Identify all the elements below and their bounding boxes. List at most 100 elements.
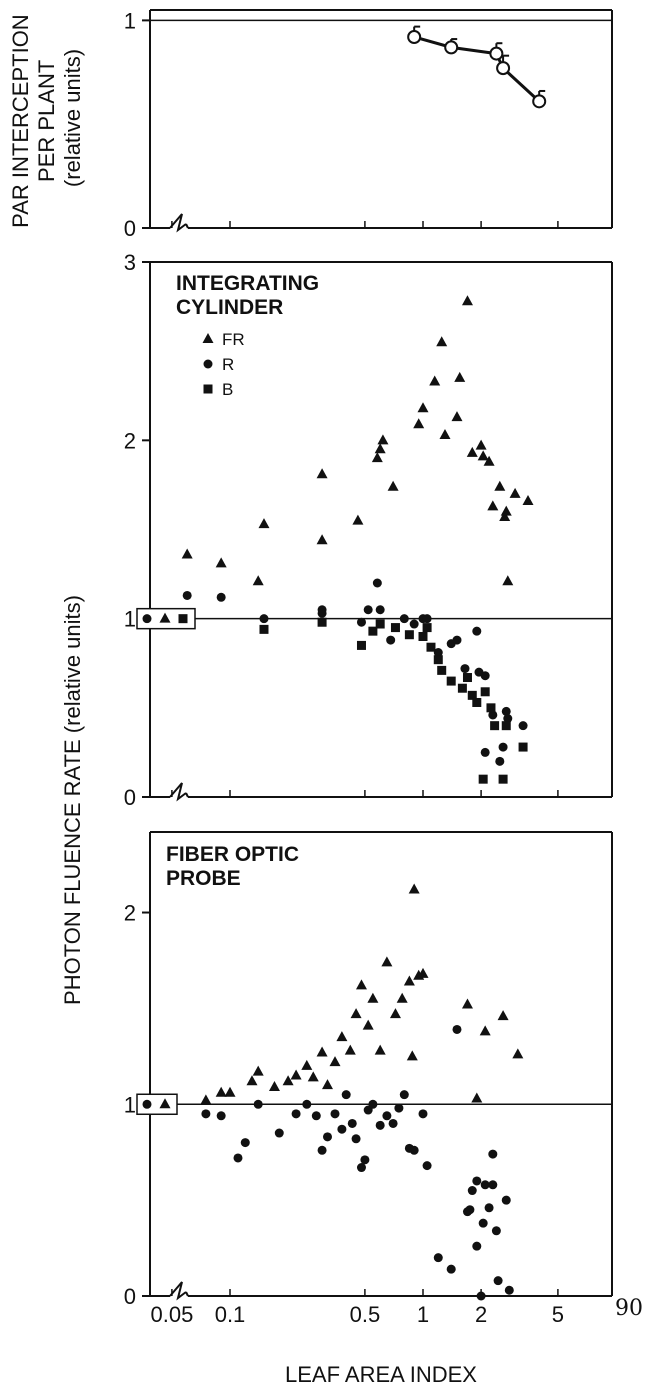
middle-point-fr [371, 452, 383, 463]
middle-point-r [182, 590, 192, 600]
bottom-point-r [375, 1120, 385, 1130]
middle-point-fr [483, 455, 495, 466]
bottom-point-r [201, 1109, 211, 1119]
bottom-point-fr [246, 1075, 258, 1086]
middle-point-r [317, 608, 327, 618]
middle-point-fr [509, 487, 521, 498]
bottom-point-r [433, 1253, 443, 1263]
bottom-point-fr [461, 998, 473, 1009]
bottom-point-r [311, 1111, 321, 1121]
bottom-point-fr [367, 992, 379, 1003]
bottom-point-r [233, 1153, 243, 1163]
bottom-point-fr [374, 1044, 386, 1055]
y-axis-title-top-line-3: (relative units) [60, 49, 85, 187]
bottom-point-r [484, 1203, 494, 1213]
middle-point-fr [466, 446, 478, 457]
legend-marker-b [203, 384, 213, 394]
middle-axis-break [169, 782, 187, 802]
legend-marker-fr [202, 333, 214, 343]
middle-y-tick-label: 1 [124, 607, 136, 632]
bottom-point-r [360, 1155, 370, 1165]
middle-point-fr [316, 468, 328, 479]
panel-top: 01 [124, 8, 613, 241]
title-bottom-line: FIBER OPTIC [166, 843, 299, 866]
bottom-point-fr [268, 1081, 280, 1092]
middle-point-r [216, 592, 226, 602]
middle-point-fr [387, 480, 399, 491]
bottom-point-r [317, 1145, 327, 1155]
bottom-point-r [240, 1138, 250, 1148]
middle-point-fr [500, 505, 512, 516]
bottom-point-fr [389, 1008, 401, 1019]
top-series-line [413, 35, 541, 103]
bottom-point-r [465, 1205, 475, 1215]
middle-point-r [433, 648, 443, 658]
middle-point-r [498, 742, 508, 752]
middle-point-r [503, 714, 513, 724]
middle-axis-break-join [185, 792, 189, 798]
bottom-point-r [446, 1264, 456, 1274]
middle-point-r [488, 710, 498, 720]
bottom-point-fr [224, 1086, 236, 1097]
bottom-point-fr [512, 1048, 524, 1059]
middle-point-b [437, 665, 447, 675]
bottom-point-fr [316, 1046, 328, 1057]
bottom-point-fr [350, 1008, 362, 1019]
middle-point-fr [494, 480, 506, 491]
title-middle-line: CYLINDER [176, 296, 283, 319]
middle-y-tick-label: 3 [124, 250, 136, 275]
bottom-point-r [216, 1111, 226, 1121]
legend-label-b: B [222, 380, 233, 399]
top-y-tick-label: 0 [124, 216, 136, 241]
middle-point-r [422, 614, 432, 624]
x-axis-title: LEAF AREA INDEX [285, 1362, 477, 1387]
middle-point-b [404, 630, 414, 640]
bottom-point-r [341, 1090, 351, 1100]
middle-point-fr [316, 534, 328, 545]
bottom-point-r [476, 1291, 486, 1301]
y-axis-title-top: PAR INTERCEPTION PER PLANT (relative uni… [8, 8, 85, 228]
x-tick-label: 0.5 [350, 1302, 381, 1327]
bottom-point-fr [215, 1086, 227, 1097]
bottom-point-r [504, 1285, 514, 1295]
bottom-point-fr [336, 1031, 348, 1042]
bottom-point-r [467, 1186, 477, 1196]
title-bottom-line: PROBE [166, 867, 241, 890]
top-data-point [407, 29, 422, 44]
middle-point-fr [429, 375, 441, 386]
middle-point-b [478, 774, 488, 784]
bottom-point-r [394, 1103, 404, 1113]
middle-point-fr [439, 428, 451, 439]
bottom-point-r [322, 1132, 332, 1142]
bottom-control-point-r [142, 1099, 152, 1109]
panel-title-bottom: FIBER OPTIC PROBE [166, 843, 299, 890]
bottom-point-r [382, 1111, 392, 1121]
middle-point-r [409, 619, 419, 629]
bottom-point-fr [355, 979, 367, 990]
middle-point-fr [417, 402, 429, 413]
top-data-point [489, 46, 504, 61]
middle-point-fr [454, 371, 466, 382]
bottom-point-fr [406, 1050, 418, 1061]
bottom-point-r [493, 1276, 503, 1286]
bottom-point-r [491, 1226, 501, 1236]
bottom-point-r [452, 1024, 462, 1034]
middle-point-fr [377, 434, 389, 445]
bottom-point-r [478, 1218, 488, 1228]
middle-point-b [259, 624, 269, 634]
middle-point-r [356, 617, 366, 627]
legend: FR RB [202, 330, 245, 399]
y-axis-title-top-line-1: PAR INTERCEPTION [8, 14, 33, 228]
bottom-point-r [253, 1099, 263, 1109]
bottom-point-fr [479, 1025, 491, 1036]
top-data-point [496, 61, 511, 76]
middle-control-point-b [178, 614, 188, 624]
bottom-point-fr [307, 1071, 319, 1082]
middle-point-b [433, 655, 443, 665]
middle-point-b [472, 697, 482, 707]
bottom-point-fr [381, 956, 393, 967]
bottom-point-fr [362, 1019, 374, 1030]
legend-label-fr: FR [222, 330, 245, 349]
x-tick-label: 0.05 [150, 1302, 193, 1327]
